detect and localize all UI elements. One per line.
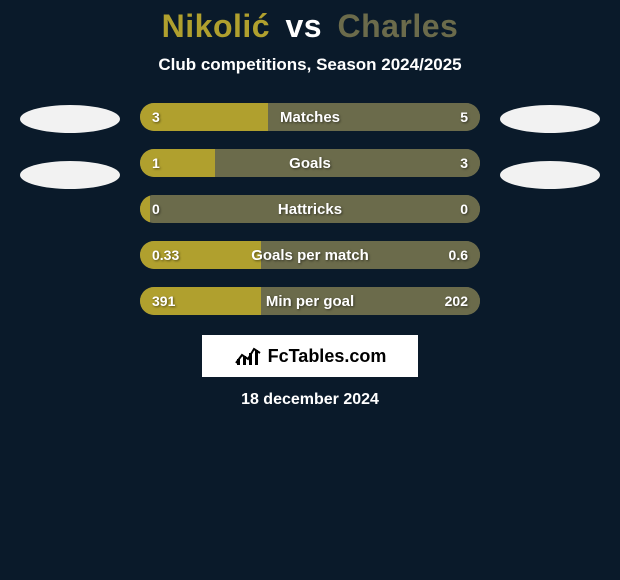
stat-bar-left-fill xyxy=(140,241,261,269)
right-avatar-col xyxy=(490,103,610,189)
stat-bar: 00Hattricks xyxy=(140,195,480,223)
stat-bar: 13Goals xyxy=(140,149,480,177)
stat-bar: 391202Min per goal xyxy=(140,287,480,315)
left-avatar-col xyxy=(10,103,130,189)
title: Nikolić vs Charles xyxy=(162,8,459,45)
stat-bar-left-fill xyxy=(140,103,268,131)
bars-col: 35Matches 13Goals 00Hattricks 0.330.6Goals … xyxy=(140,103,480,315)
comparison-card: Nikolić vs Charles Club competitions, Se… xyxy=(0,0,620,580)
stat-bar-left-fill xyxy=(140,287,261,315)
avatar xyxy=(500,161,600,189)
stat-bar-right-fill xyxy=(261,287,480,315)
logo-text: FcTables.com xyxy=(268,346,387,367)
body-row: 35Matches 13Goals 00Hattricks 0.330.6Goals … xyxy=(0,103,620,315)
stat-bar: 0.330.6Goals per match xyxy=(140,241,480,269)
stat-bar-right-fill xyxy=(215,149,480,177)
chart-icon xyxy=(234,345,262,367)
player2-name: Charles xyxy=(337,8,458,44)
date: 18 december 2024 xyxy=(241,391,379,409)
avatar xyxy=(500,105,600,133)
logo-box: FcTables.com xyxy=(202,335,418,377)
stat-bar-right-fill xyxy=(268,103,481,131)
avatar xyxy=(20,105,120,133)
avatar xyxy=(20,161,120,189)
stat-bar-right-fill xyxy=(261,241,480,269)
player1-name: Nikolić xyxy=(162,8,270,44)
vs-label: vs xyxy=(285,8,322,44)
stat-bar-left-fill xyxy=(140,149,215,177)
stat-bar-left-fill xyxy=(140,195,150,223)
stat-bar: 35Matches xyxy=(140,103,480,131)
stat-bar-right-fill xyxy=(150,195,480,223)
subtitle: Club competitions, Season 2024/2025 xyxy=(158,55,461,75)
